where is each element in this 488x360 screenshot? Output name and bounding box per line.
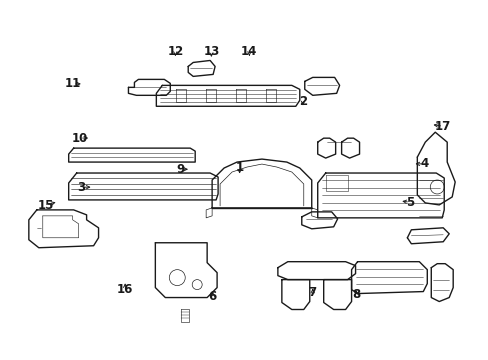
Text: 14: 14 xyxy=(241,45,257,58)
Text: 10: 10 xyxy=(72,131,88,145)
Text: 9: 9 xyxy=(176,163,184,176)
Text: 13: 13 xyxy=(203,45,219,58)
Text: 1: 1 xyxy=(235,161,243,174)
Text: 12: 12 xyxy=(167,45,183,58)
Text: 4: 4 xyxy=(420,157,428,170)
Text: 17: 17 xyxy=(434,120,450,133)
Text: 3: 3 xyxy=(77,181,85,194)
Text: 11: 11 xyxy=(65,77,81,90)
Text: 7: 7 xyxy=(308,287,316,300)
Text: 8: 8 xyxy=(352,288,360,301)
Text: 15: 15 xyxy=(38,199,54,212)
Text: 2: 2 xyxy=(298,95,306,108)
Text: 16: 16 xyxy=(117,283,133,296)
Text: 5: 5 xyxy=(405,196,413,209)
Text: 6: 6 xyxy=(208,290,217,303)
